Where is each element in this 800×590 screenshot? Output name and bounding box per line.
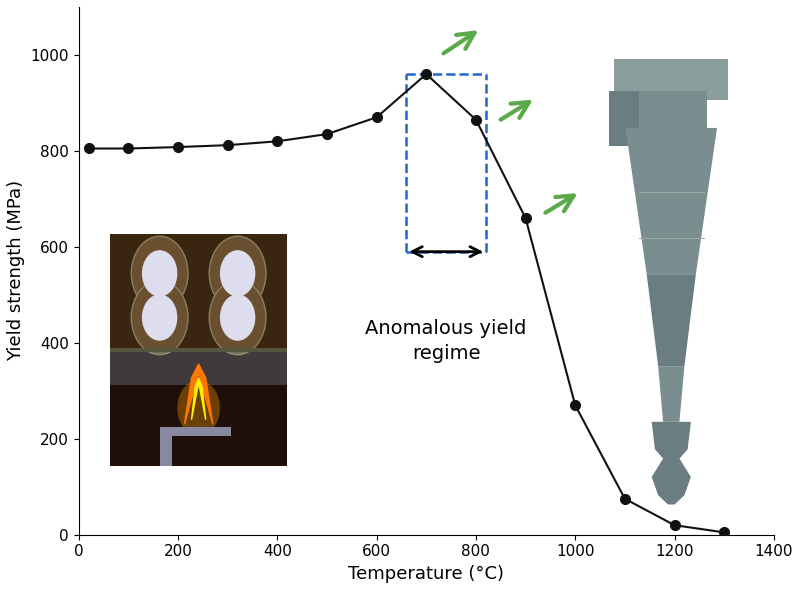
Text: Anomalous yield
regime: Anomalous yield regime — [366, 319, 527, 363]
X-axis label: Temperature (°C): Temperature (°C) — [348, 565, 504, 583]
Y-axis label: Yield strength (MPa): Yield strength (MPa) — [7, 181, 25, 362]
